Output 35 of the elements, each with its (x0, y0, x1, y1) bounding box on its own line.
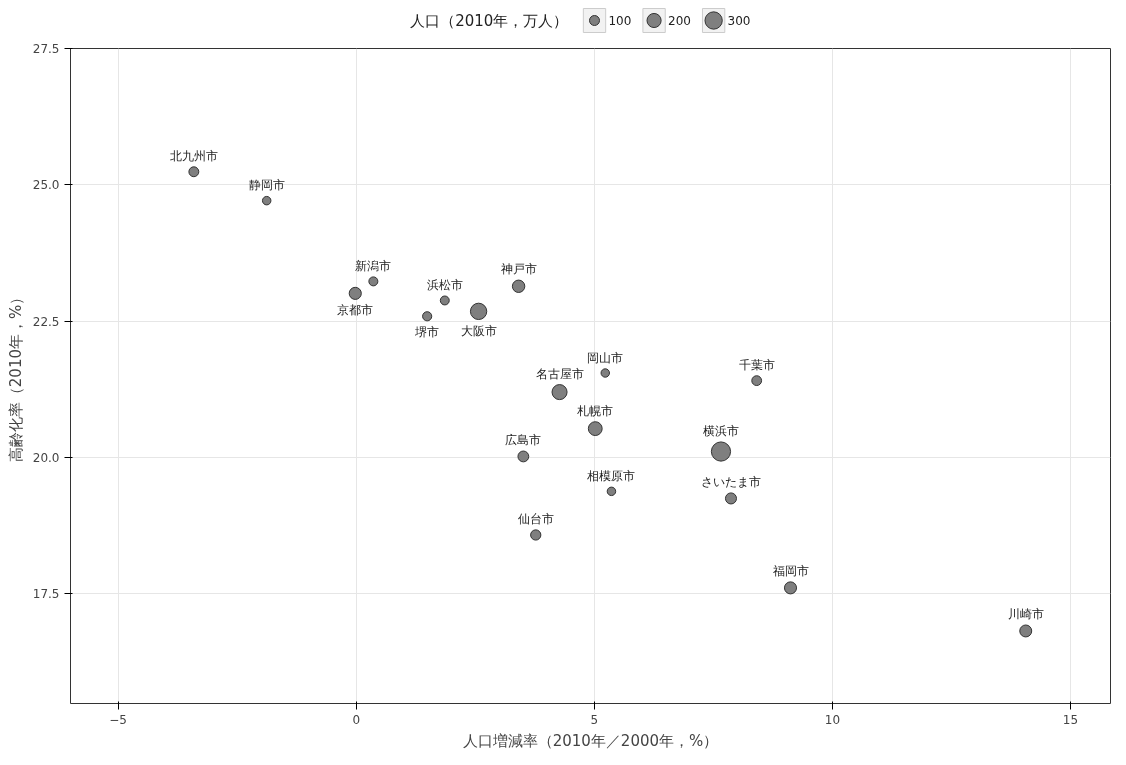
annotation: 川崎市 (1007, 606, 1044, 621)
annotation: 千葉市 (738, 357, 775, 372)
annotation: 相模原市 (587, 469, 636, 484)
annotation: 名古屋市 (535, 366, 584, 381)
x-tick-label: 0 (352, 712, 361, 727)
x-tick-label: 5 (590, 712, 599, 727)
x-tick-label: −5 (109, 712, 127, 727)
y-tick-label: 27.5 (32, 42, 60, 56)
annotation: 京都市 (337, 303, 374, 318)
y-tick-label: 17.5 (32, 587, 60, 602)
annotation: 仙台市 (517, 511, 554, 526)
x-tick-label: 15 (1062, 712, 1079, 727)
y-tick-label: 22.5 (32, 314, 60, 329)
annotation: 新潟市 (355, 258, 392, 273)
y-tick-label: 25.0 (32, 178, 60, 193)
annotation: 静岡市 (248, 178, 285, 193)
annotation: 神戸市 (500, 262, 537, 277)
annotation: 堺市 (414, 324, 440, 339)
legend-label: 200 (668, 14, 691, 28)
annotation: 札幌市 (577, 403, 614, 418)
annotation: 岡山市 (587, 350, 624, 365)
annotation: 北九州市 (169, 148, 218, 163)
annotation: 浜松市 (426, 277, 463, 292)
annotation: 広島市 (505, 433, 542, 448)
annotation: 横浜市 (702, 423, 739, 438)
x-axis-title: 人口増減率（2010年／2000年，%） (462, 731, 719, 750)
legend-title: 人口（2010年，万人） (410, 11, 569, 30)
y-axis-title: 高齢化率（2010年，%） (6, 289, 25, 463)
annotation: さいたま市 (700, 474, 761, 489)
annotation: 福岡市 (772, 563, 809, 578)
x-tick-label: 10 (824, 712, 841, 727)
legend-label: 300 (727, 14, 751, 28)
annotation: 大阪市 (460, 323, 497, 338)
y-tick-label: 20.0 (32, 451, 60, 466)
legend-label: 100 (608, 14, 632, 28)
